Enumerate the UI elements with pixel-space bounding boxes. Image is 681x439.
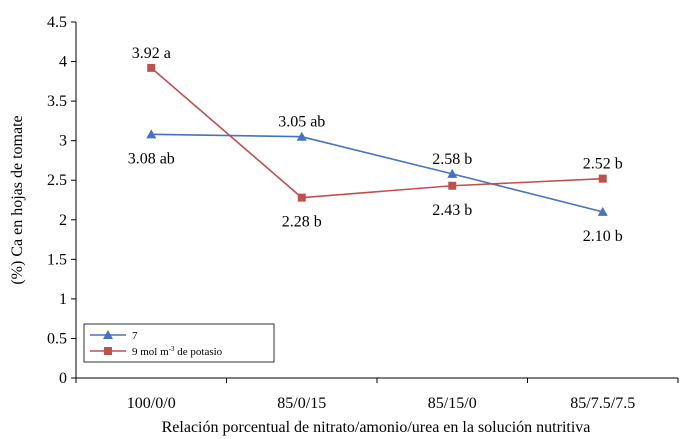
y-tick-label: 2.5 <box>47 172 67 189</box>
legend-label: 9 mol m-3 de potasio <box>132 345 223 358</box>
x-tick-label: 100/0/0 <box>127 395 176 412</box>
data-label: 3.05 ab <box>278 114 325 131</box>
data-point <box>297 193 306 202</box>
data-point <box>147 63 156 72</box>
data-label: 2.58 b <box>432 151 472 168</box>
legend-marker <box>104 347 112 355</box>
y-tick-label: 0.5 <box>47 330 67 347</box>
data-label: 2.52 b <box>583 156 623 173</box>
y-tick-label: 3.5 <box>47 93 67 110</box>
data-label: 2.28 b <box>282 214 322 231</box>
y-tick-label: 1 <box>59 291 67 308</box>
series-line-2 <box>150 67 603 199</box>
legend-label: 7 <box>132 330 138 342</box>
legend-box <box>83 323 275 363</box>
data-point <box>448 181 457 190</box>
data-label: 3.92 a <box>132 45 171 62</box>
y-tick-label: 1.5 <box>47 251 67 268</box>
plot-area: 0 0.5 1 1.5 2 2.5 3 3.5 4 4.5 100/0/0 85/0/15 85/15/… <box>47 14 679 412</box>
y-axis-title: (%) Ca en hojas de tomate <box>9 115 26 284</box>
data-label: 3.08 ab <box>128 150 175 167</box>
y-tick-label: 0 <box>59 370 67 387</box>
y-tick-label: 2 <box>59 212 67 229</box>
data-point <box>598 174 607 183</box>
y-tick-label: 3 <box>59 133 67 150</box>
x-tick-label: 85/15/0 <box>428 395 477 412</box>
data-point <box>296 131 307 141</box>
x-axis-title: Relación porcentual de nitrato/amonio/ur… <box>162 419 591 436</box>
x-tick-label: 85/7.5/7.5 <box>570 395 635 412</box>
series-line-1 <box>151 133 603 213</box>
y-tick-label: 4 <box>59 54 67 71</box>
y-tick-label: 4.5 <box>47 14 67 31</box>
x-tick-label: 85/0/15 <box>277 395 326 412</box>
data-point <box>597 206 608 216</box>
data-label: 2.10 b <box>583 228 623 245</box>
data-point <box>447 168 458 178</box>
data-point <box>146 129 157 139</box>
data-label: 2.43 b <box>432 202 472 219</box>
legend-marker <box>103 330 113 339</box>
legend: 7 9 mol m-3 de potasio <box>83 323 275 363</box>
